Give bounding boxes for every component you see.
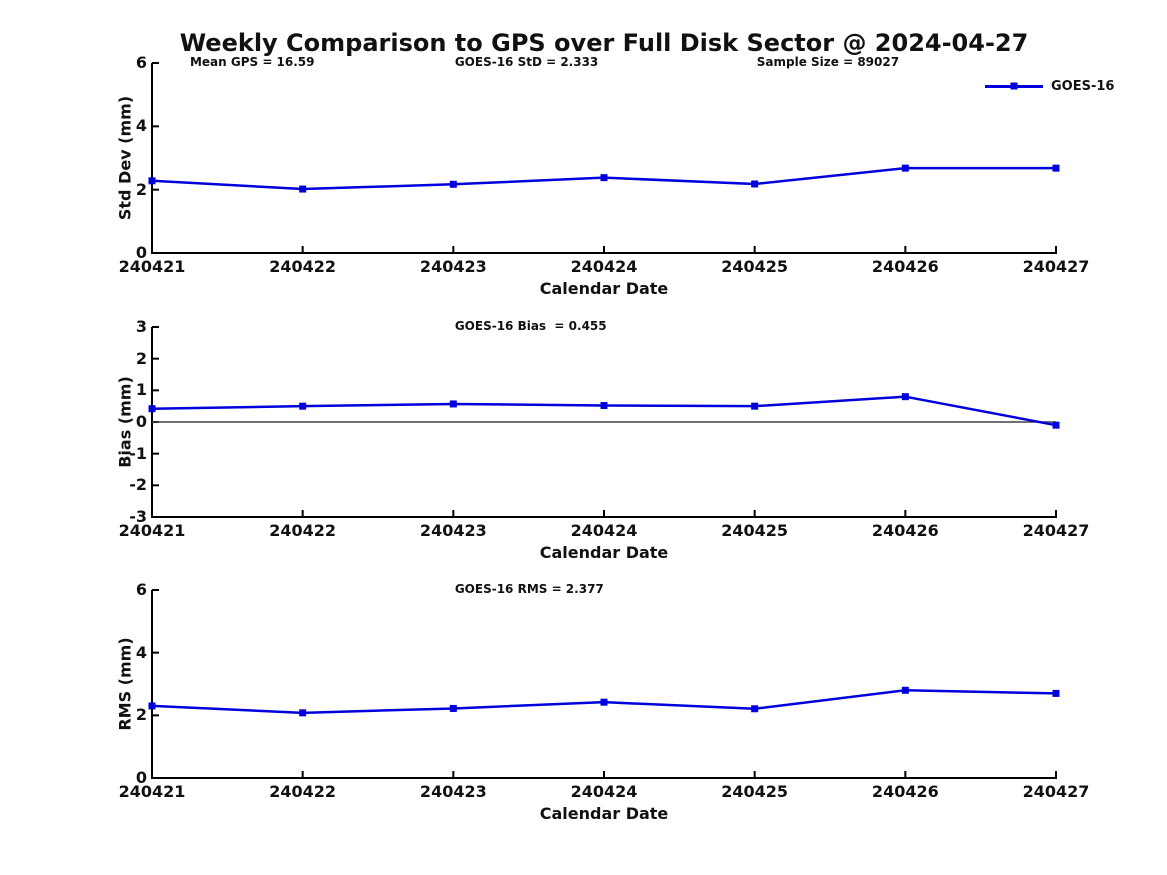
bias-data-marker [751, 402, 759, 410]
legend-series-label: GOES-16 [1051, 78, 1115, 94]
rms-data-marker [148, 702, 156, 710]
rms-data-marker [751, 705, 759, 713]
bias-data-marker [148, 405, 156, 413]
bias-data-marker [299, 402, 307, 410]
legend-square-marker-icon [1010, 82, 1018, 90]
bias-series-line [151, 395, 1057, 427]
rms-data-marker [901, 686, 909, 694]
rms-data-marker [449, 704, 457, 712]
std-dev-data-marker [600, 174, 608, 182]
rms-data-marker [1052, 689, 1060, 697]
bias-data-marker [1052, 421, 1060, 429]
std-dev-data-marker [751, 180, 759, 188]
rms-data-marker [600, 698, 608, 706]
std-dev-data-marker [299, 185, 307, 193]
rms-data-marker [299, 709, 307, 717]
std-dev-data-marker [148, 177, 156, 185]
bias-data-marker [449, 400, 457, 408]
chart-title: Weekly Comparison to GPS over Full Disk … [179, 29, 1029, 57]
bias-data-marker [901, 393, 909, 401]
std-dev-data-marker [449, 180, 457, 188]
std-dev-data-marker [1052, 164, 1060, 172]
bias-data-marker [600, 402, 608, 410]
std-dev-data-marker [901, 164, 909, 172]
legend: GOES-16 [985, 78, 1114, 94]
legend-line-sample [985, 82, 1043, 90]
